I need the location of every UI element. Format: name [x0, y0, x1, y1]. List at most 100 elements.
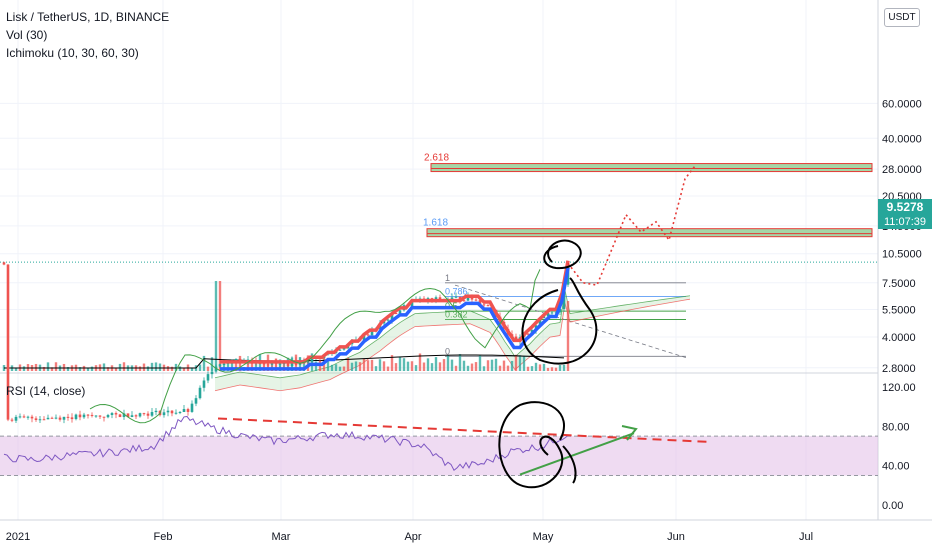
- volume-bar: [526, 366, 530, 371]
- candle-body: [46, 417, 50, 420]
- fib-label: 0.382: [445, 310, 468, 320]
- annotation-figure: [521, 277, 598, 365]
- candle-body: [162, 412, 166, 416]
- candle-body: [234, 358, 238, 361]
- time-tick-label: Jun: [667, 531, 685, 543]
- chart-title[interactable]: Lisk / TetherUS, 1D, BINANCE: [6, 10, 170, 24]
- volume-bar: [458, 354, 462, 371]
- candle-body: [166, 410, 170, 413]
- volume-bar: [22, 366, 26, 371]
- candle-body: [142, 413, 146, 415]
- candle-body: [526, 333, 530, 335]
- volume-bar: [50, 367, 54, 371]
- candle-body: [86, 414, 90, 416]
- volume-legend[interactable]: Vol (30): [6, 28, 48, 42]
- volume-bar: [138, 366, 142, 371]
- volume-bar: [142, 363, 146, 371]
- volume-bar: [510, 360, 514, 371]
- volume-bar: [86, 367, 90, 371]
- volume-bar: [454, 365, 458, 371]
- candle-body: [170, 410, 174, 414]
- volume-bar: [254, 360, 258, 371]
- ichimoku-cloud: [214, 290, 691, 392]
- lagging-span: [89, 269, 541, 424]
- volume-bar: [326, 360, 330, 371]
- candle-body: [366, 334, 370, 336]
- fib-zone-1.618: [426, 228, 873, 238]
- volume-bar: [210, 357, 214, 371]
- volume-bar: [354, 361, 358, 371]
- volume-bar: [170, 366, 174, 371]
- volume-bar: [46, 362, 50, 371]
- rsi-line: [3, 415, 572, 472]
- volume-bar: [386, 366, 390, 371]
- base-line: [220, 260, 570, 364]
- candle-body: [110, 413, 114, 415]
- volume-bar: [230, 363, 234, 371]
- volume-bar: [54, 362, 58, 371]
- candle-body: [482, 304, 486, 306]
- price-tick-label: 2.8000: [882, 363, 916, 375]
- candle-body: [486, 305, 490, 307]
- last-price-tag: 9.5278: [878, 199, 932, 215]
- candle-body: [478, 300, 482, 305]
- volume-bar: [462, 360, 466, 371]
- candle-body: [114, 413, 118, 415]
- annotation-nine: [498, 401, 565, 489]
- volume-bar: [362, 359, 366, 371]
- candle-body: [82, 414, 86, 418]
- candle-body: [130, 415, 134, 418]
- drawings[interactable]: 8: [521, 165, 696, 365]
- volume-bar: [382, 361, 386, 371]
- price-tick-label: 60.0000: [882, 98, 922, 110]
- volume-bar: [494, 358, 498, 371]
- time-tick-label: 2021: [6, 531, 30, 543]
- candle-body: [78, 414, 82, 418]
- candle-body: [266, 364, 270, 366]
- volume-bar: [550, 367, 554, 371]
- rsi-tick-label: 80.00: [882, 421, 910, 433]
- candle-body: [438, 297, 442, 300]
- ichimoku-legend[interactable]: Ichimoku (10, 30, 60, 30): [6, 46, 139, 60]
- candle-body: [338, 349, 342, 351]
- candle-body: [118, 414, 122, 418]
- candle-body: [202, 380, 206, 388]
- candle-body: [26, 416, 30, 418]
- rsi-band: [0, 436, 878, 476]
- volume-bar: [214, 281, 218, 371]
- rsi-legend[interactable]: RSI (14, close): [6, 384, 86, 398]
- volume-bar: [66, 366, 70, 371]
- volume-bar: [446, 355, 450, 371]
- volume-bar: [178, 366, 182, 371]
- rsi-tick-label: 0.00: [882, 500, 903, 512]
- candle-body: [206, 374, 210, 381]
- volume-bar: [234, 362, 238, 371]
- axes: 60.000040.000028.000020.500014.500010.50…: [6, 98, 922, 543]
- volume-bar: [378, 359, 382, 371]
- candle-body: [462, 300, 466, 302]
- fib-label: 0.786: [445, 286, 468, 296]
- volume-bar: [202, 355, 206, 371]
- grid: [0, 0, 932, 521]
- fib-zone-2.618: [430, 163, 873, 173]
- candle-body: [398, 310, 402, 315]
- volume-bar: [34, 363, 38, 371]
- ichimoku-lines: [89, 260, 570, 424]
- candle-body: [362, 334, 366, 342]
- volume-bar: [90, 366, 94, 371]
- candle-body: [178, 412, 182, 414]
- candle-body: [94, 415, 98, 417]
- time-tick-label: Mar: [272, 531, 291, 543]
- time-tick-label: May: [533, 531, 554, 543]
- volume-bar: [566, 301, 570, 371]
- candle-body: [38, 419, 42, 421]
- candle-body: [2, 262, 6, 265]
- candle-body: [54, 417, 58, 419]
- currency-button[interactable]: USDT: [884, 8, 920, 27]
- volume-bar: [546, 367, 550, 371]
- volume-bar: [174, 363, 178, 371]
- candle-body: [146, 413, 150, 416]
- volume-bar: [198, 364, 202, 371]
